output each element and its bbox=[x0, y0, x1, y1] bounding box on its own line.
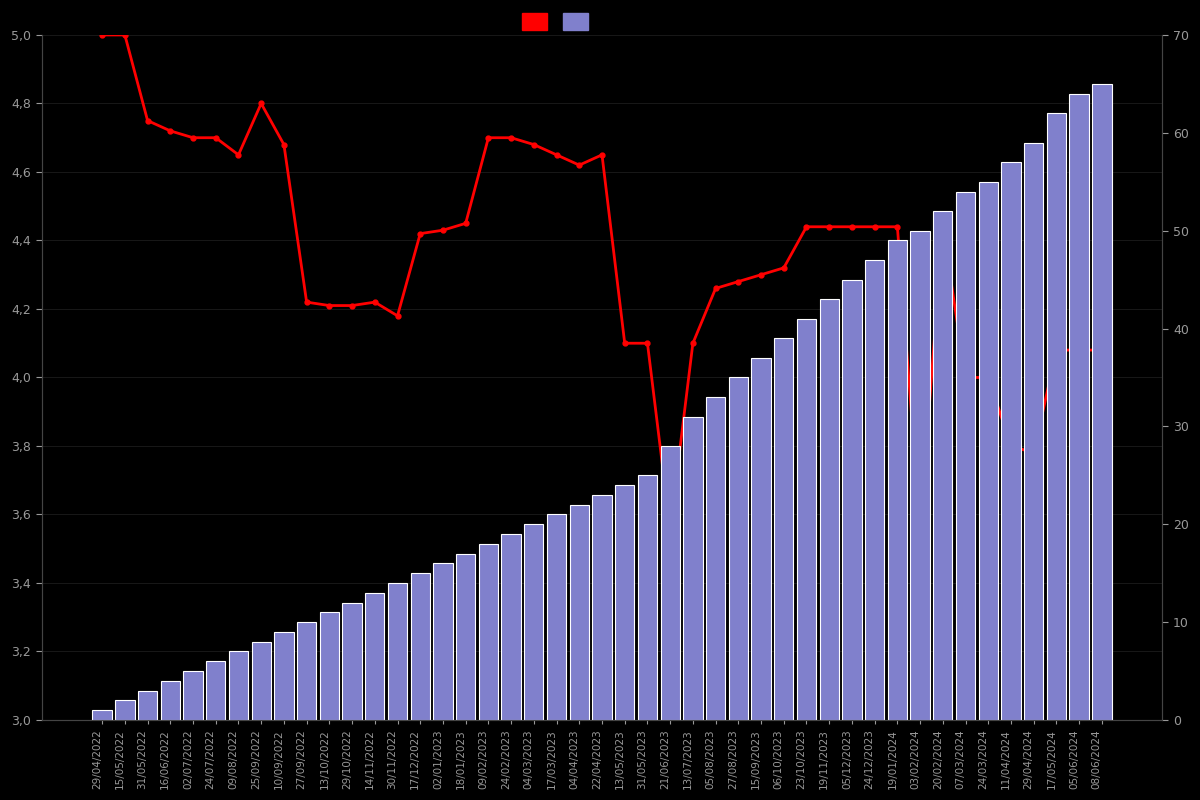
Bar bbox=[524, 524, 544, 720]
Bar bbox=[570, 505, 589, 720]
Bar bbox=[229, 651, 248, 720]
Bar bbox=[660, 446, 680, 720]
Bar bbox=[410, 573, 430, 720]
Bar bbox=[842, 280, 862, 720]
Bar bbox=[683, 417, 702, 720]
Bar bbox=[184, 671, 203, 720]
Bar bbox=[637, 475, 658, 720]
Bar bbox=[547, 514, 566, 720]
Bar bbox=[1046, 114, 1066, 720]
Bar bbox=[865, 260, 884, 720]
Bar bbox=[365, 593, 384, 720]
Bar bbox=[275, 632, 294, 720]
Bar bbox=[728, 378, 748, 720]
Bar bbox=[1001, 162, 1021, 720]
Bar bbox=[593, 495, 612, 720]
Bar bbox=[92, 710, 112, 720]
Bar bbox=[433, 563, 452, 720]
Bar bbox=[319, 612, 340, 720]
Bar bbox=[911, 230, 930, 720]
Bar bbox=[252, 642, 271, 720]
Bar bbox=[342, 602, 361, 720]
Bar bbox=[706, 397, 725, 720]
Bar bbox=[115, 701, 134, 720]
Bar bbox=[456, 554, 475, 720]
Bar bbox=[138, 690, 157, 720]
Bar bbox=[1092, 84, 1111, 720]
Bar bbox=[820, 299, 839, 720]
Bar bbox=[1069, 94, 1088, 720]
Bar bbox=[934, 211, 953, 720]
Bar bbox=[616, 485, 635, 720]
Bar bbox=[956, 191, 976, 720]
Bar bbox=[388, 583, 407, 720]
Bar bbox=[502, 534, 521, 720]
Bar bbox=[1024, 142, 1043, 720]
Bar bbox=[479, 544, 498, 720]
Bar bbox=[296, 622, 317, 720]
Bar bbox=[751, 358, 770, 720]
Bar bbox=[979, 182, 998, 720]
Bar bbox=[797, 318, 816, 720]
Bar bbox=[888, 241, 907, 720]
Legend: , : , bbox=[517, 8, 598, 36]
Bar bbox=[774, 338, 793, 720]
Bar bbox=[161, 681, 180, 720]
Bar bbox=[206, 662, 226, 720]
